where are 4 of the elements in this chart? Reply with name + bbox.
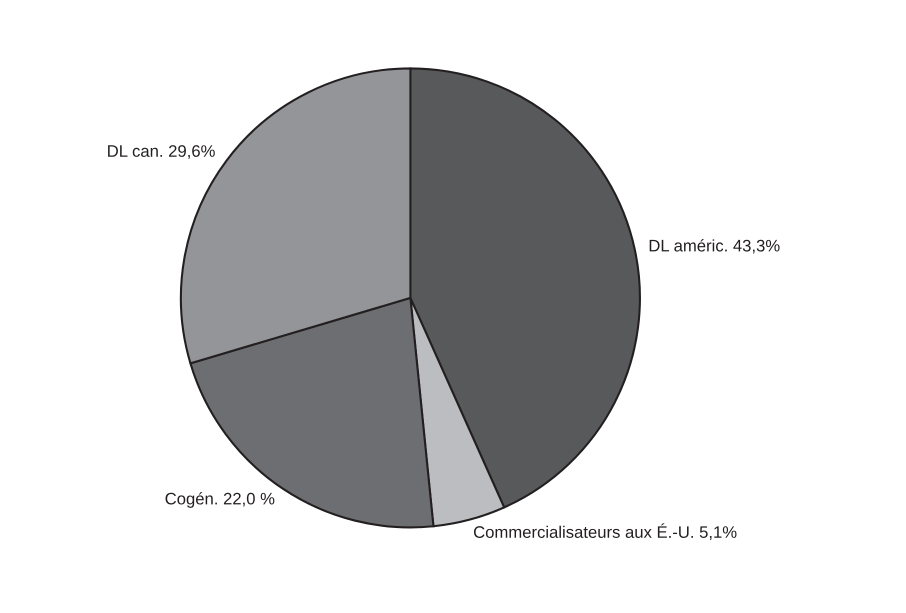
slice-label: DL can. 29,6% [108,145,215,159]
slice-label: Commercialisateurs aux É.-U. 5,1% [474,523,737,540]
slice-label: DL améric. 43,3% [650,239,780,254]
slice-label: Cogén. 22,0 % [166,492,274,508]
